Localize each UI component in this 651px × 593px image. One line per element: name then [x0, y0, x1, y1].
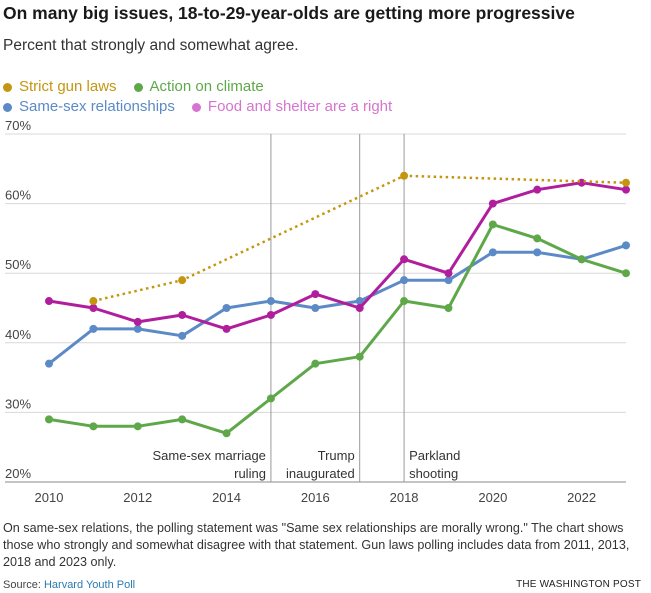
data-point	[178, 276, 187, 285]
y-tick-label: 50%	[5, 257, 31, 272]
x-tick-label: 2016	[301, 490, 330, 505]
y-tick-label: 40%	[5, 327, 31, 342]
series-line	[48, 181, 627, 331]
chart-title: On many big issues, 18-to-29-year-olds a…	[3, 3, 575, 23]
event-label: Trump	[318, 448, 355, 463]
data-point	[444, 276, 453, 285]
data-point	[622, 178, 630, 187]
data-point	[266, 297, 275, 306]
data-point	[133, 317, 142, 326]
legend-dot-food-shelter	[191, 102, 201, 112]
x-tick-label: 2022	[567, 490, 596, 505]
data-point	[45, 415, 53, 424]
x-tick-label: 2012	[123, 490, 152, 505]
legend-label-climate: Action on climate	[149, 78, 264, 95]
y-tick-label: 30%	[5, 396, 31, 411]
chart-subtitle: Percent that strongly and somewhat agree…	[3, 37, 299, 54]
data-point	[488, 199, 497, 208]
source-line: Source: Harvard Youth Poll	[3, 579, 135, 591]
data-point	[622, 269, 630, 278]
data-point	[533, 248, 542, 257]
y-tick-label: 70%	[5, 118, 31, 133]
event-label: ruling	[234, 466, 266, 481]
data-point	[400, 297, 409, 306]
x-tick-label: 2018	[390, 490, 419, 505]
data-point	[533, 234, 542, 243]
data-point	[133, 422, 142, 431]
legend-item-climate: Action on climate	[133, 77, 264, 97]
legend-dot-same-sex	[3, 102, 12, 112]
data-point	[266, 394, 275, 403]
data-point	[400, 255, 409, 264]
publisher-credit: THE WASHINGTON POST	[516, 579, 641, 590]
data-point	[311, 359, 320, 368]
legend: Strict gun laws Action on climate Same-s…	[3, 77, 392, 117]
data-point	[533, 185, 542, 194]
data-point	[622, 185, 630, 194]
source-link[interactable]: Harvard Youth Poll	[43, 579, 136, 591]
data-point	[89, 304, 98, 312]
data-point	[222, 324, 231, 333]
data-point	[178, 331, 187, 340]
data-point	[89, 324, 98, 333]
x-tick-label: 2014	[212, 490, 241, 505]
data-point	[266, 310, 275, 319]
legend-dot-gun-laws	[3, 82, 12, 92]
y-tick-label: 60%	[5, 188, 31, 203]
event-label: inaugurated	[286, 466, 355, 481]
data-point	[400, 276, 409, 285]
data-point	[577, 255, 586, 264]
data-point	[444, 269, 453, 278]
x-tick-label: 2010	[35, 490, 64, 505]
data-point	[178, 310, 187, 319]
data-point	[89, 422, 98, 431]
legend-item-same-sex: Same-sex relationships	[3, 97, 175, 117]
data-point	[133, 324, 142, 333]
data-point	[89, 297, 98, 306]
legend-dot-climate	[133, 82, 143, 92]
y-tick-label: 20%	[5, 466, 31, 481]
data-point	[222, 304, 231, 312]
legend-item-food-shelter: Food and shelter are a right	[191, 97, 393, 117]
legend-label-gun-laws: Strict gun laws	[19, 78, 117, 95]
data-point	[444, 304, 453, 312]
data-point	[400, 171, 409, 180]
data-point	[45, 359, 53, 368]
data-point	[222, 429, 231, 438]
data-point	[355, 297, 364, 306]
event-label: shooting	[409, 466, 458, 481]
data-point	[488, 248, 497, 257]
data-point	[622, 241, 630, 250]
data-point	[488, 220, 497, 229]
event-label: Parkland	[409, 448, 460, 463]
data-point	[311, 290, 320, 299]
series-line	[48, 223, 627, 435]
legend-label-same-sex: Same-sex relationships	[19, 98, 175, 115]
data-point	[577, 178, 586, 187]
source-prefix: Source:	[3, 579, 44, 591]
data-point	[45, 297, 53, 306]
data-point	[355, 304, 364, 312]
x-tick-label: 2020	[478, 490, 507, 505]
footnote: On same-sex relations, the polling state…	[3, 521, 630, 569]
series-line	[48, 243, 627, 365]
legend-label-food-shelter: Food and shelter are a right	[207, 98, 393, 115]
data-point	[311, 304, 320, 312]
legend-item-gun-laws: Strict gun laws	[3, 77, 117, 97]
data-point	[178, 415, 187, 424]
data-point	[355, 352, 364, 361]
event-label: Same-sex marriage	[152, 448, 265, 463]
